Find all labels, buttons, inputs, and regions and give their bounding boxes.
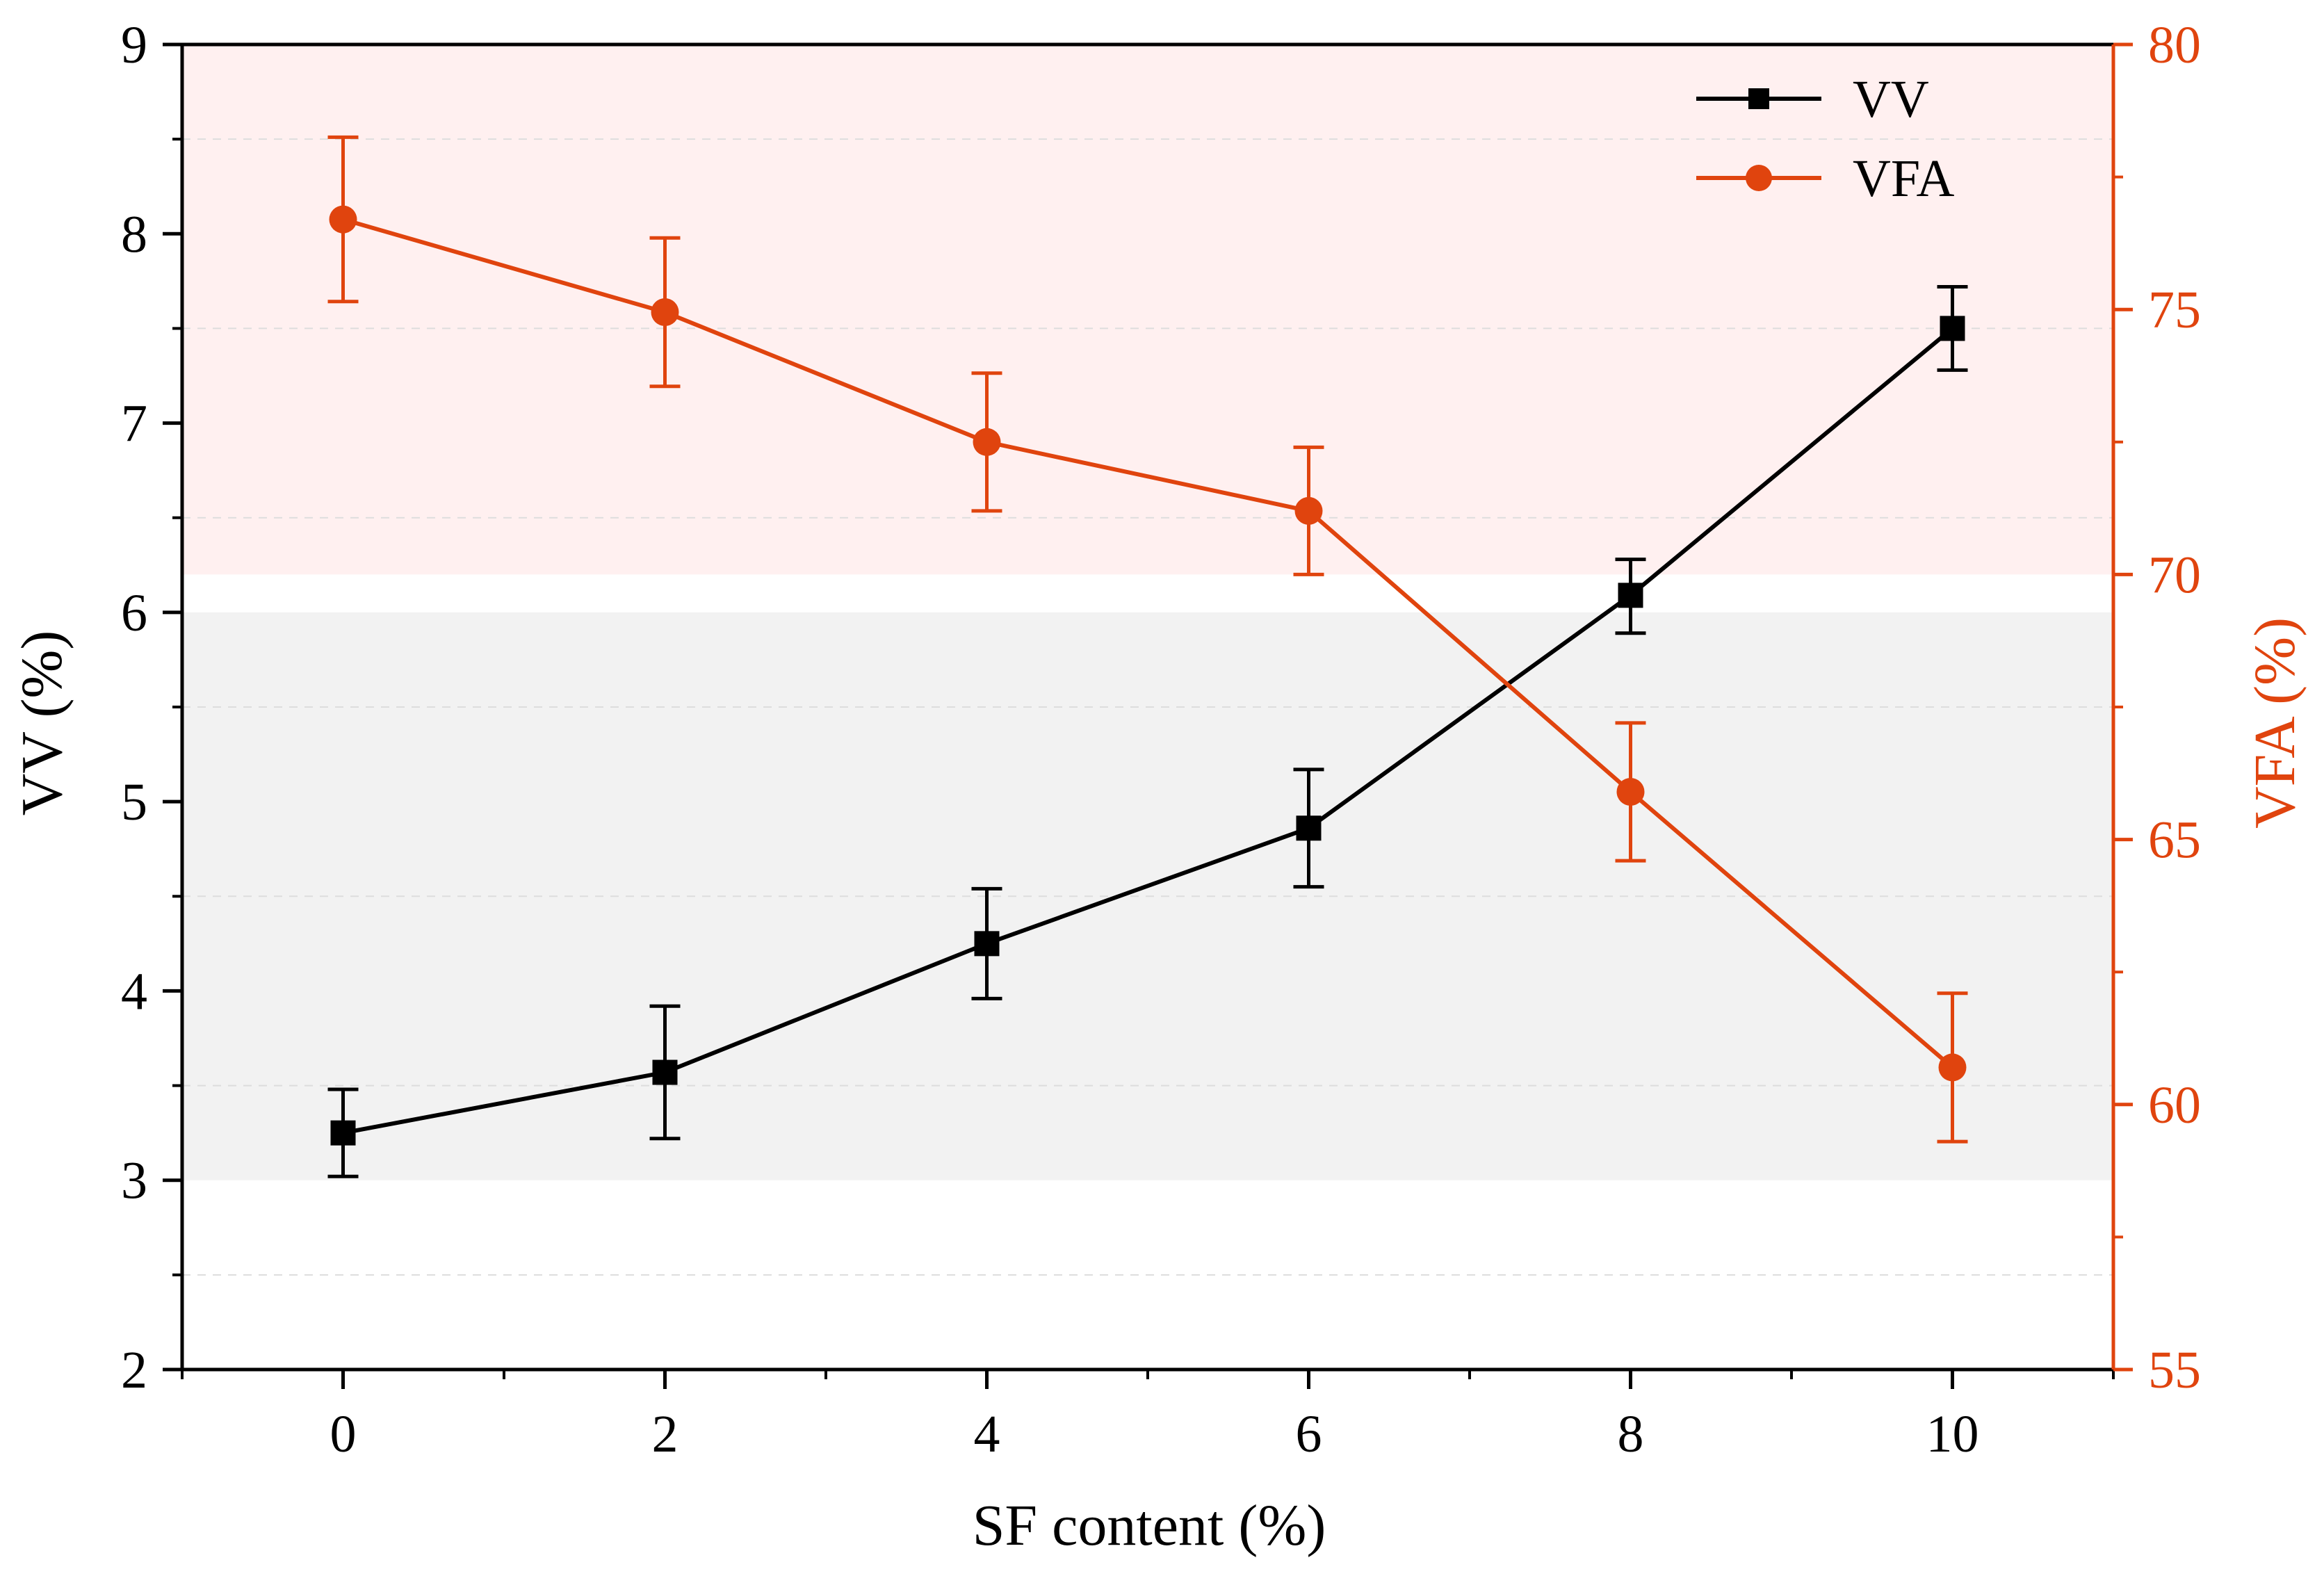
x-axis-label: SF content (%) (973, 1493, 1326, 1558)
y-right-tick-label: 65 (2148, 811, 2201, 870)
data-point-vv (1618, 583, 1643, 608)
x-tick-label: 4 (974, 1405, 1000, 1463)
x-tick-label: 8 (1618, 1405, 1644, 1463)
x-tick-label: 10 (1926, 1405, 1979, 1463)
y-axis-label-left: VV (%) (10, 631, 74, 816)
y-right-tick-label: 75 (2148, 281, 2201, 339)
data-point-vv (1296, 815, 1322, 841)
legend-vfa-label: VFA (1853, 149, 1955, 208)
y-right-tick-label: 80 (2148, 16, 2201, 74)
data-point-vfa (651, 298, 679, 327)
y-left-tick-label: 6 (121, 584, 147, 642)
data-point-vfa (973, 428, 1001, 456)
y-left-tick-label: 4 (121, 962, 147, 1021)
axes: 0 2 4 6 8 10 2 3 4 5 6 7 8 9 55 60 65 70 75 80 (121, 16, 2201, 1463)
y-right-tick-label: 60 (2148, 1076, 2201, 1135)
grid-lines (182, 138, 2113, 1276)
data-point-vv (974, 931, 1000, 957)
legend: VV VFA (1696, 70, 1955, 208)
data-point-vv (1940, 316, 1965, 341)
legend-vv-marker (1748, 88, 1769, 109)
x-tick-label: 6 (1296, 1405, 1322, 1463)
series-vv (327, 285, 1968, 1178)
legend-vfa-marker (1746, 165, 1772, 191)
x-tick-label: 0 (330, 1405, 357, 1463)
data-point-vfa (329, 205, 357, 234)
y-left-tick-label: 5 (121, 773, 147, 831)
shaded-bands (182, 44, 2113, 1180)
y-left-tick-label: 8 (121, 205, 147, 263)
series-line-vfa (342, 217, 1954, 1069)
y-left-tick-label: 3 (121, 1152, 147, 1210)
y-left-tick-label: 2 (121, 1341, 147, 1399)
data-point-vfa (1294, 496, 1323, 525)
data-point-vfa (1938, 1053, 1967, 1082)
legend-vv-label: VV (1853, 70, 1929, 129)
x-tick-label: 2 (652, 1405, 678, 1463)
y-right-tick-label: 55 (2148, 1341, 2201, 1399)
y-left-tick-label: 9 (121, 16, 147, 74)
data-point-vv (652, 1059, 678, 1085)
y-left-tick-label: 7 (121, 395, 147, 453)
data-point-vv (330, 1120, 356, 1146)
band-right (182, 44, 2113, 575)
series-vfa (327, 135, 1968, 1144)
data-point-vfa (1616, 777, 1645, 806)
y-right-tick-label: 70 (2148, 546, 2201, 604)
series-line-vv (342, 327, 1954, 1135)
y-axis-label-right: VFA (%) (2243, 617, 2307, 829)
